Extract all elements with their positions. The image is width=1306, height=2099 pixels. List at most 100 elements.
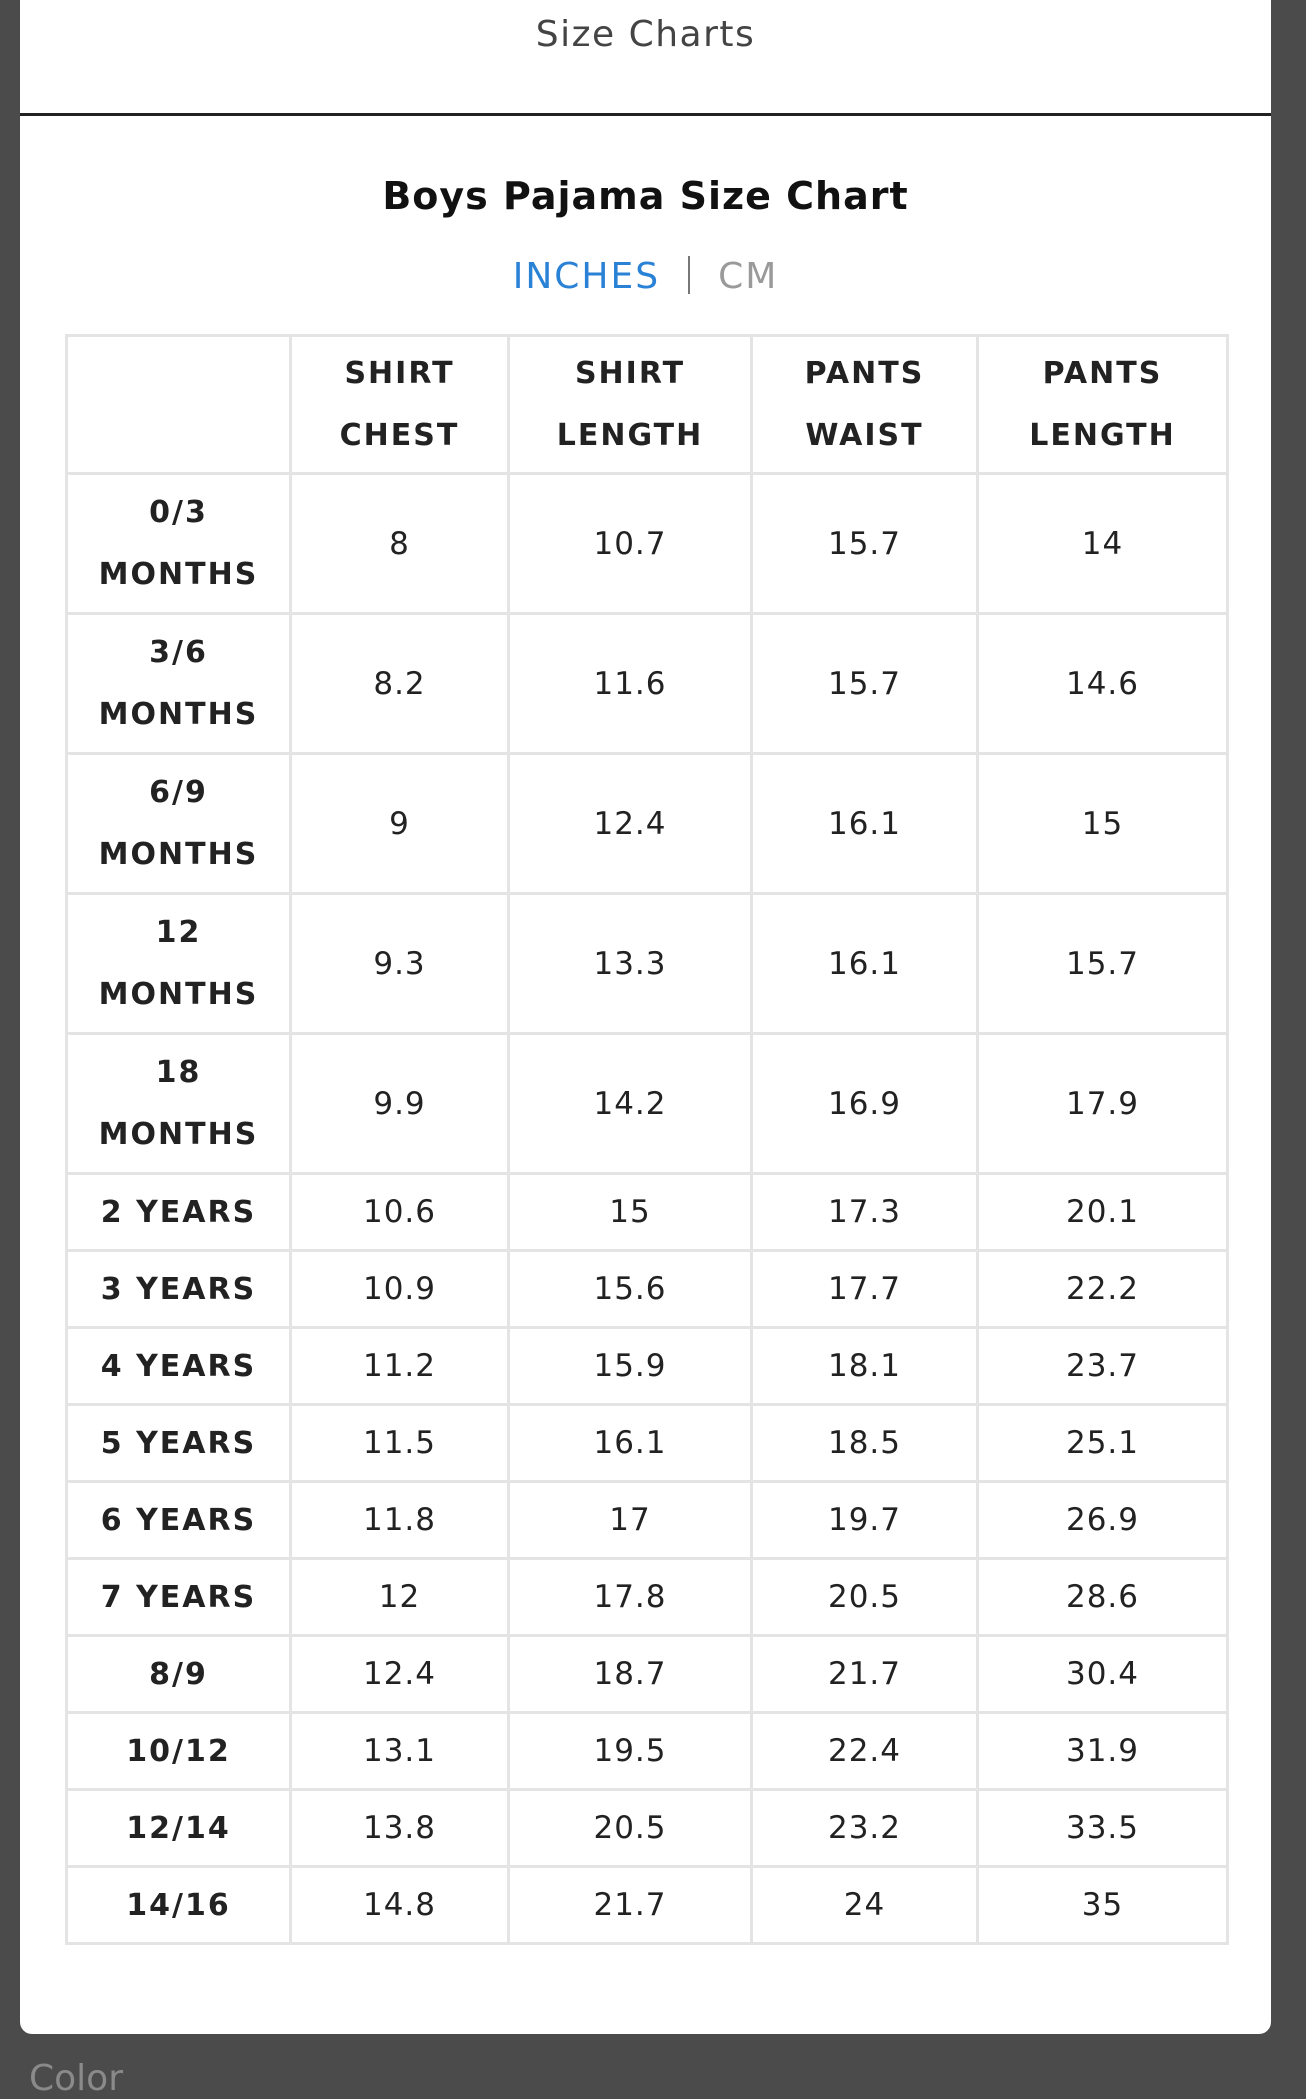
- size-value: 10.6: [289, 1172, 510, 1252]
- size-value: 11.6: [507, 612, 753, 755]
- chart-title: Boys Pajama Size Chart: [382, 174, 909, 218]
- size-value: 11.2: [289, 1326, 510, 1406]
- table-row: 8/9 12.4 18.7 21.7 30.4: [65, 1634, 1229, 1714]
- table-row: 3/6 MONTHS 8.2 11.6 15.7 14.6: [65, 612, 1229, 755]
- size-value: 28.6: [976, 1557, 1229, 1637]
- size-value: 18.5: [750, 1403, 979, 1483]
- size-value: 35: [976, 1865, 1229, 1945]
- size-value: 17: [507, 1480, 753, 1560]
- size-value: 20.5: [750, 1557, 979, 1637]
- size-value: 25.1: [976, 1403, 1229, 1483]
- table-row: 3 YEARS 10.9 15.6 17.7 22.2: [65, 1249, 1229, 1329]
- size-value: 12.4: [289, 1634, 510, 1714]
- corner-cell: [65, 334, 292, 475]
- size-value: 15.7: [750, 472, 979, 615]
- table-body: 0/3 MONTHS 8 10.7 15.7 14 3/6 MONTHS 8.2 11.6 15…: [65, 472, 1229, 1945]
- separator: [688, 256, 691, 294]
- size-value: 15.9: [507, 1326, 753, 1406]
- table-row: 2 YEARS 10.6 15 17.3 20.1: [65, 1172, 1229, 1252]
- row-label: 5 YEARS: [65, 1403, 292, 1483]
- row-label: 12/14: [65, 1788, 292, 1868]
- row-label: 12 MONTHS: [65, 892, 292, 1035]
- size-value: 12.4: [507, 752, 753, 895]
- size-value: 15: [507, 1172, 753, 1252]
- table-row: 0/3 MONTHS 8 10.7 15.7 14: [65, 472, 1229, 615]
- size-value: 17.3: [750, 1172, 979, 1252]
- size-value: 15.6: [507, 1249, 753, 1329]
- size-value: 17.9: [976, 1032, 1229, 1175]
- row-label: 8/9: [65, 1634, 292, 1714]
- size-value: 9: [289, 752, 510, 895]
- table-row: 7 YEARS 12 17.8 20.5 28.6: [65, 1557, 1229, 1637]
- size-value: 11.5: [289, 1403, 510, 1483]
- size-value: 9.9: [289, 1032, 510, 1175]
- color-label: Color: [29, 2058, 123, 2099]
- unit-tab[interactable]: CM: [718, 256, 779, 297]
- size-value: 14: [976, 472, 1229, 615]
- size-value: 13.3: [507, 892, 753, 1035]
- table-row: 10/12 13.1 19.5 22.4 31.9: [65, 1711, 1229, 1791]
- size-value: 33.5: [976, 1788, 1229, 1868]
- row-label: 3/6 MONTHS: [65, 612, 292, 755]
- table-row: 6 YEARS 11.8 17 19.7 26.9: [65, 1480, 1229, 1560]
- size-value: 24: [750, 1865, 979, 1945]
- modal-title: Size Charts: [535, 14, 756, 55]
- size-value: 23.2: [750, 1788, 979, 1868]
- table-row: 18 MONTHS 9.9 14.2 16.9 17.9: [65, 1032, 1229, 1175]
- size-value: 14.8: [289, 1865, 510, 1945]
- size-table: SHIRT CHEST SHIRT LENGTH PANTS WAIST PANTS …: [65, 334, 1229, 1945]
- size-value: 18.7: [507, 1634, 753, 1714]
- size-value: 10.9: [289, 1249, 510, 1329]
- size-value: 22.4: [750, 1711, 979, 1791]
- size-value: 21.7: [507, 1865, 753, 1945]
- unit-switch: INCHES CM: [20, 256, 1271, 297]
- size-value: 22.2: [976, 1249, 1229, 1329]
- size-value: 15.7: [976, 892, 1229, 1035]
- table-row: 12 MONTHS 9.3 13.3 16.1 15.7: [65, 892, 1229, 1035]
- column-header: PANTS LENGTH: [976, 334, 1229, 475]
- size-value: 14.2: [507, 1032, 753, 1175]
- size-value: 21.7: [750, 1634, 979, 1714]
- column-header: SHIRT LENGTH: [507, 334, 753, 475]
- size-value: 8: [289, 472, 510, 615]
- table-row: 12/14 13.8 20.5 23.2 33.5: [65, 1788, 1229, 1868]
- size-value: 13.1: [289, 1711, 510, 1791]
- size-value: 19.7: [750, 1480, 979, 1560]
- table-row: 5 YEARS 11.5 16.1 18.5 25.1: [65, 1403, 1229, 1483]
- header-row: SHIRT CHEST SHIRT LENGTH PANTS WAIST PANTS …: [65, 334, 1229, 475]
- row-label: 18 MONTHS: [65, 1032, 292, 1175]
- size-value: 23.7: [976, 1326, 1229, 1406]
- size-value: 20.5: [507, 1788, 753, 1868]
- row-label: 7 YEARS: [65, 1557, 292, 1637]
- size-value: 15.7: [750, 612, 979, 755]
- row-label: 6/9 MONTHS: [65, 752, 292, 895]
- row-label: 14/16: [65, 1865, 292, 1945]
- size-value: 15: [976, 752, 1229, 895]
- size-value: 10.7: [507, 472, 753, 615]
- size-value: 17.8: [507, 1557, 753, 1637]
- size-value: 8.2: [289, 612, 510, 755]
- row-label: 4 YEARS: [65, 1326, 292, 1406]
- unit-tab[interactable]: INCHES: [512, 256, 661, 297]
- row-label: 0/3 MONTHS: [65, 472, 292, 615]
- size-value: 16.1: [750, 752, 979, 895]
- table-row: 14/16 14.8 21.7 24 35: [65, 1865, 1229, 1945]
- size-value: 30.4: [976, 1634, 1229, 1714]
- size-value: 16.9: [750, 1032, 979, 1175]
- size-value: 11.8: [289, 1480, 510, 1560]
- size-value: 17.7: [750, 1249, 979, 1329]
- size-value: 13.8: [289, 1788, 510, 1868]
- table-row: 4 YEARS 11.2 15.9 18.1 23.7: [65, 1326, 1229, 1406]
- size-value: 12: [289, 1557, 510, 1637]
- column-header: SHIRT CHEST: [289, 334, 510, 475]
- size-chart-modal: Size Charts Boys Pajama Size Chart INCHE…: [20, 0, 1271, 2034]
- row-label: 10/12: [65, 1711, 292, 1791]
- modal-header: Size Charts: [20, 0, 1271, 116]
- size-value: 26.9: [976, 1480, 1229, 1560]
- column-header: PANTS WAIST: [750, 334, 979, 475]
- size-value: 16.1: [507, 1403, 753, 1483]
- size-value: 18.1: [750, 1326, 979, 1406]
- row-label: 2 YEARS: [65, 1172, 292, 1252]
